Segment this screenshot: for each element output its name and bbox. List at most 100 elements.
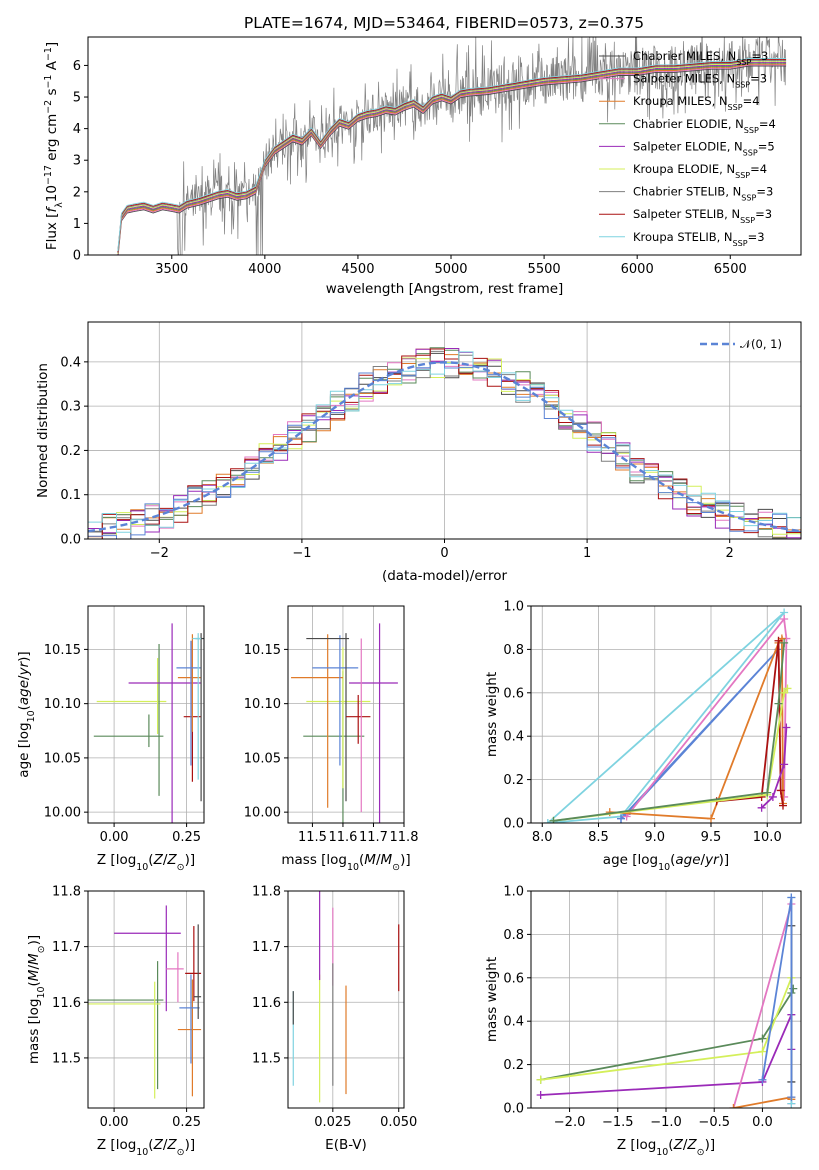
y-tick-label: 5 (73, 91, 81, 106)
mass-vs-EBV-plot-area (292, 891, 400, 1103)
data-point (549, 816, 558, 823)
x-tick-label: −1 (292, 546, 311, 561)
y-tick-label: 0.2 (503, 1058, 524, 1073)
y-tick-label: 0.0 (60, 533, 81, 548)
y-tick-label: 10.00 (44, 806, 81, 821)
y-tick-label: 0.2 (503, 773, 524, 788)
data-point (536, 1075, 545, 1084)
y-tick-label: 11.5 (52, 1051, 81, 1066)
data-point (768, 792, 777, 801)
histogram-step (88, 348, 801, 539)
model-line-chabrier-miles (117, 65, 787, 255)
y-tick-label: 1 (73, 217, 81, 232)
y-tick-label: 11.6 (52, 996, 81, 1011)
model-line-chabrier-stelib (117, 59, 787, 254)
y-axis-label: mass weight (484, 672, 500, 757)
model-line-salpeter-stelib (117, 58, 787, 253)
model-line-kroupa-stelib (117, 58, 787, 252)
x-tick-label: 11.7 (359, 830, 388, 845)
legend-entry: Salpeter MILES, NSSP=3 (633, 72, 767, 90)
data-point (617, 814, 625, 823)
mass-vs-EBV-frame (287, 890, 405, 1109)
y-tick-label: 10.05 (244, 751, 281, 766)
y-tick-label: 0.4 (503, 730, 524, 745)
age-vs-Z-frame (87, 605, 205, 824)
series-line (553, 687, 789, 822)
y-axis-label: age [log10(age/yr)] (16, 651, 37, 777)
x-tick-label: −1.0 (650, 1115, 682, 1130)
y-tick-label: 1.0 (503, 600, 524, 615)
legend-entry: Chabrier STELIB, NSSP=3 (633, 185, 773, 203)
y-axis-label: Flux [fλ10−17 erg cm−2 s−1 A−1] (43, 42, 65, 250)
model-line-kroupa-miles (117, 63, 787, 255)
massweight-vs-age-frame (530, 605, 802, 824)
series-line (761, 897, 793, 1098)
y-axis-label: mass [log10(M/M⊙)] (26, 935, 47, 1064)
legend-entry: Kroupa MILES, NSSP=4 (633, 94, 760, 112)
x-tick-label: −2 (150, 546, 169, 561)
legend-entry: Chabrier MILES, NSSP=3 (633, 49, 768, 67)
age-vs-mass-plot-area (291, 623, 398, 823)
legend-entry: Salpeter ELODIE, NSSP=5 (633, 139, 775, 157)
age-vs-mass-panel: 11.5 11.6 11.7 11.8 10.00 10.05 10.10 10.15 mass… (244, 605, 418, 873)
x-tick-label: 0.25 (172, 830, 201, 845)
x-tick-label: −0.5 (698, 1115, 730, 1130)
figure-title: PLATE=1674, MJD=53464, FIBERID=0573, z=0… (244, 14, 644, 32)
spectrum-frame (87, 36, 802, 256)
legend-entry: Salpeter STELIB, NSSP=3 (633, 207, 772, 225)
y-tick-label: 0.4 (503, 1015, 524, 1030)
y-tick-label: 11.6 (252, 996, 281, 1011)
histogram-step (88, 362, 801, 539)
x-tick-label: 8.5 (588, 830, 609, 845)
y-tick-label: 11.7 (52, 940, 81, 955)
data-point (763, 788, 772, 797)
data-point (780, 615, 789, 624)
y-tick-label: 0.2 (60, 444, 81, 459)
x-axis-label: Z [log10(Z/Z⊙)] (97, 1137, 195, 1158)
model-line-chabrier-elodie (117, 62, 787, 255)
data-point (783, 684, 792, 693)
x-tick-label: 0.0 (752, 1115, 773, 1130)
y-tick-label: 10.00 (244, 806, 281, 821)
y-tick-label: 0 (73, 249, 81, 264)
x-tick-label: 11.6 (328, 830, 357, 845)
y-tick-label: 10.10 (244, 697, 281, 712)
y-tick-label: 0.1 (60, 488, 81, 503)
x-tick-label: 9.0 (644, 830, 665, 845)
data-point (776, 786, 785, 795)
x-tick-label: 0.00 (100, 830, 129, 845)
model-line-salpeter-miles (117, 64, 787, 255)
data-point (780, 688, 789, 697)
y-tick-label: 0.0 (503, 1102, 524, 1117)
series-line (760, 727, 788, 809)
normal-curve (88, 361, 801, 533)
x-axis-label: wavelength [Angstrom, rest frame] (326, 281, 564, 297)
x-tick-label: 6500 (714, 262, 747, 277)
age-vs-Z-plot-area (93, 623, 204, 823)
x-tick-label: 0.25 (172, 1115, 201, 1130)
y-tick-label: 4 (73, 122, 81, 137)
x-tick-label: 11.5 (298, 830, 327, 845)
data-point (789, 984, 798, 993)
x-tick-label: 5000 (434, 262, 467, 277)
data-point (780, 638, 789, 647)
y-tick-label: 1.0 (503, 885, 524, 900)
y-tick-label: 0.8 (503, 643, 524, 658)
data-point (536, 1090, 545, 1099)
y-tick-label: 0.3 (60, 400, 81, 415)
data-point (787, 1093, 796, 1102)
x-tick-label: 2 (726, 546, 734, 561)
y-tick-label: 0.6 (503, 686, 524, 701)
legend-entry: Kroupa STELIB, NSSP=3 (633, 230, 765, 248)
spectrum-panel: 3500 4000 4500 5000 5500 6000 6500 0 1 2 3 4 5 6 wavel… (43, 36, 802, 297)
series-line (553, 642, 785, 822)
y-tick-label: 2 (73, 185, 81, 200)
y-tick-label: 0.8 (503, 928, 524, 943)
x-tick-label: 9.5 (701, 830, 722, 845)
series-line (625, 616, 788, 818)
data-point (774, 699, 783, 708)
series-line (540, 988, 795, 1081)
y-tick-label: 10.10 (44, 697, 81, 712)
mass-vs-Z-frame (87, 890, 205, 1109)
x-tick-label: 4500 (341, 262, 374, 277)
